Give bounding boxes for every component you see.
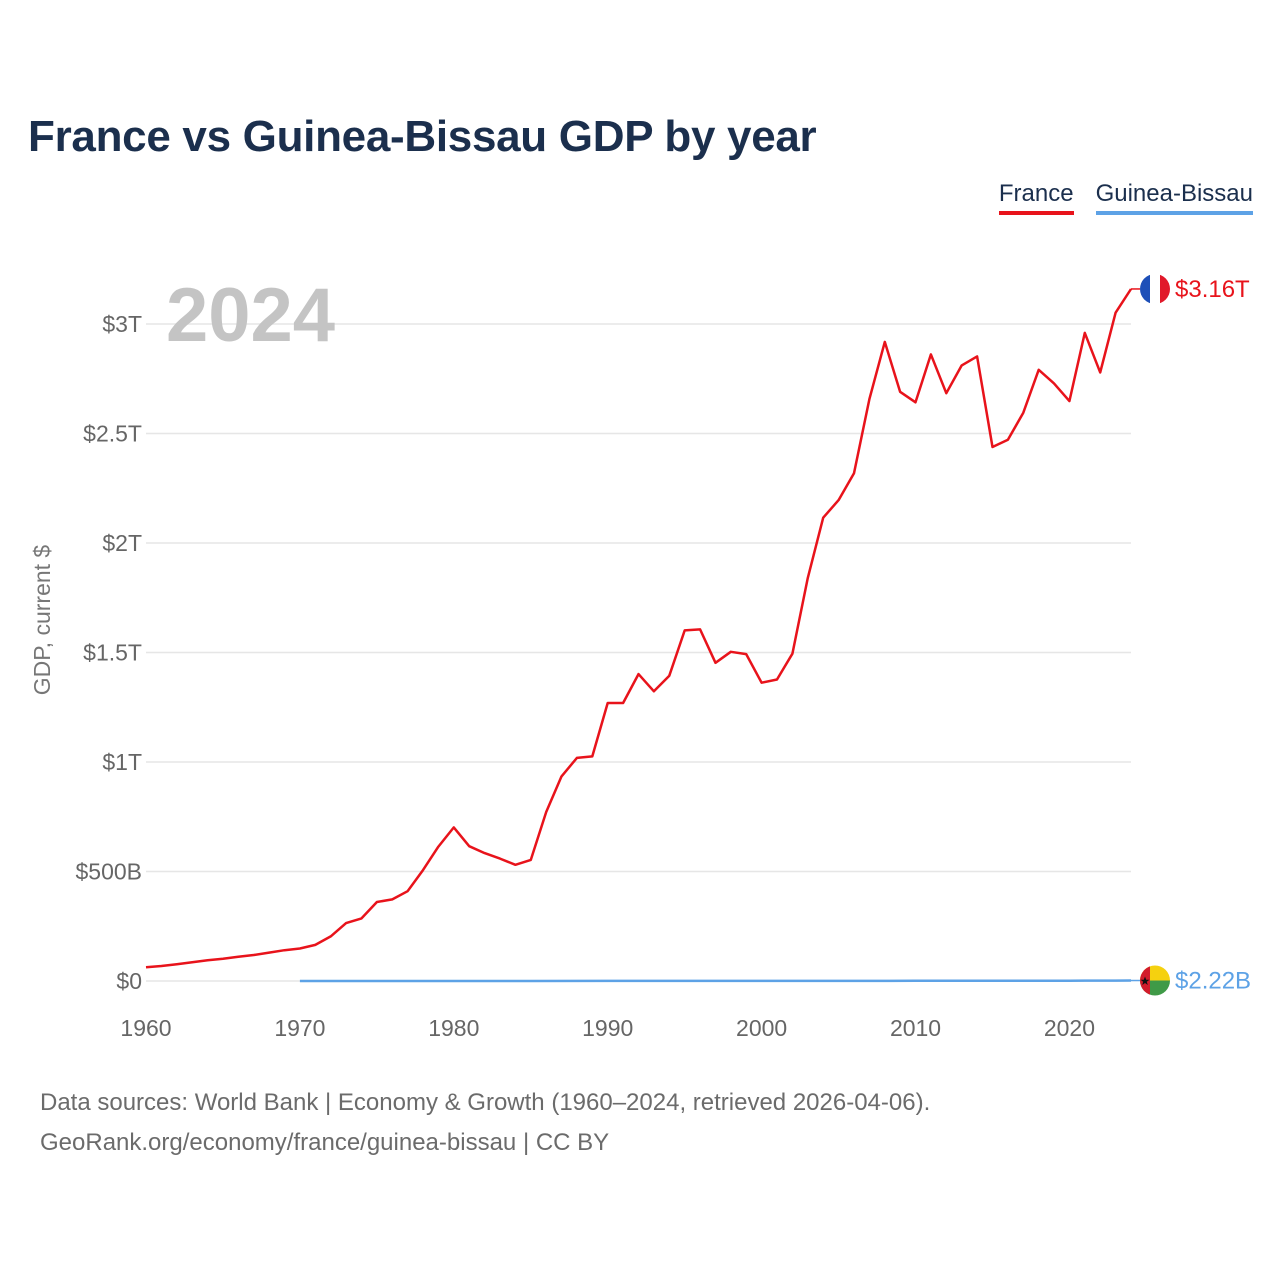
y-tick-label: $2T: [102, 530, 142, 556]
x-tick-label: 1980: [428, 1015, 479, 1041]
x-tick-label: 2000: [736, 1015, 787, 1041]
footer-link[interactable]: GeoRank.org/economy/france/guinea-bissau…: [40, 1129, 610, 1156]
legend-item-guinea-bissau[interactable]: Guinea-Bissau: [1095, 180, 1253, 215]
series-line-france: [145, 288, 1133, 969]
france-flag: [1140, 273, 1170, 304]
end-markers: $3.16T $2.22B: [1131, 273, 1251, 996]
y-axis-ticks: $0 $500B $1T $1.5T $2T $2.5T $3T: [75, 311, 142, 994]
x-tick-label: 2010: [890, 1015, 941, 1041]
x-axis-ticks: 1960 1970 1980 1990 2000 2010 2020: [120, 1015, 1095, 1041]
legend: France Guinea-Bissau: [998, 180, 1253, 215]
y-tick-label: $0: [116, 968, 142, 994]
y-tick-label: $1T: [102, 749, 142, 775]
x-tick-label: 1970: [274, 1015, 325, 1041]
end-value-label: $2.22B: [1175, 968, 1251, 995]
end-value-label: $3.16T: [1175, 276, 1250, 303]
star-icon: [1140, 976, 1150, 986]
chart-title: France vs Guinea-Bissau GDP by year: [28, 112, 817, 161]
y-tick-label: $500B: [75, 859, 142, 885]
series-lines: [145, 288, 1133, 983]
y-tick-label: $2.5T: [83, 421, 142, 447]
year-watermark: 2024: [166, 273, 336, 358]
y-tick-label: $1.5T: [83, 640, 142, 666]
gridlines: [146, 323, 1131, 982]
y-tick-label: $3T: [102, 311, 142, 337]
y-axis-label: GDP, current $: [29, 545, 55, 696]
x-tick-label: 1990: [582, 1015, 633, 1041]
legend-item-france[interactable]: France: [998, 180, 1074, 215]
series-line-guinea-bissau: [299, 979, 1132, 983]
footer: Data sources: World Bank | Economy & Gro…: [40, 1083, 930, 1163]
x-tick-label: 1960: [120, 1015, 171, 1041]
x-tick-label: 2020: [1044, 1015, 1095, 1041]
guinea-bissau-flag: [1140, 965, 1170, 996]
footer-sources: Data sources: World Bank | Economy & Gro…: [40, 1089, 931, 1116]
